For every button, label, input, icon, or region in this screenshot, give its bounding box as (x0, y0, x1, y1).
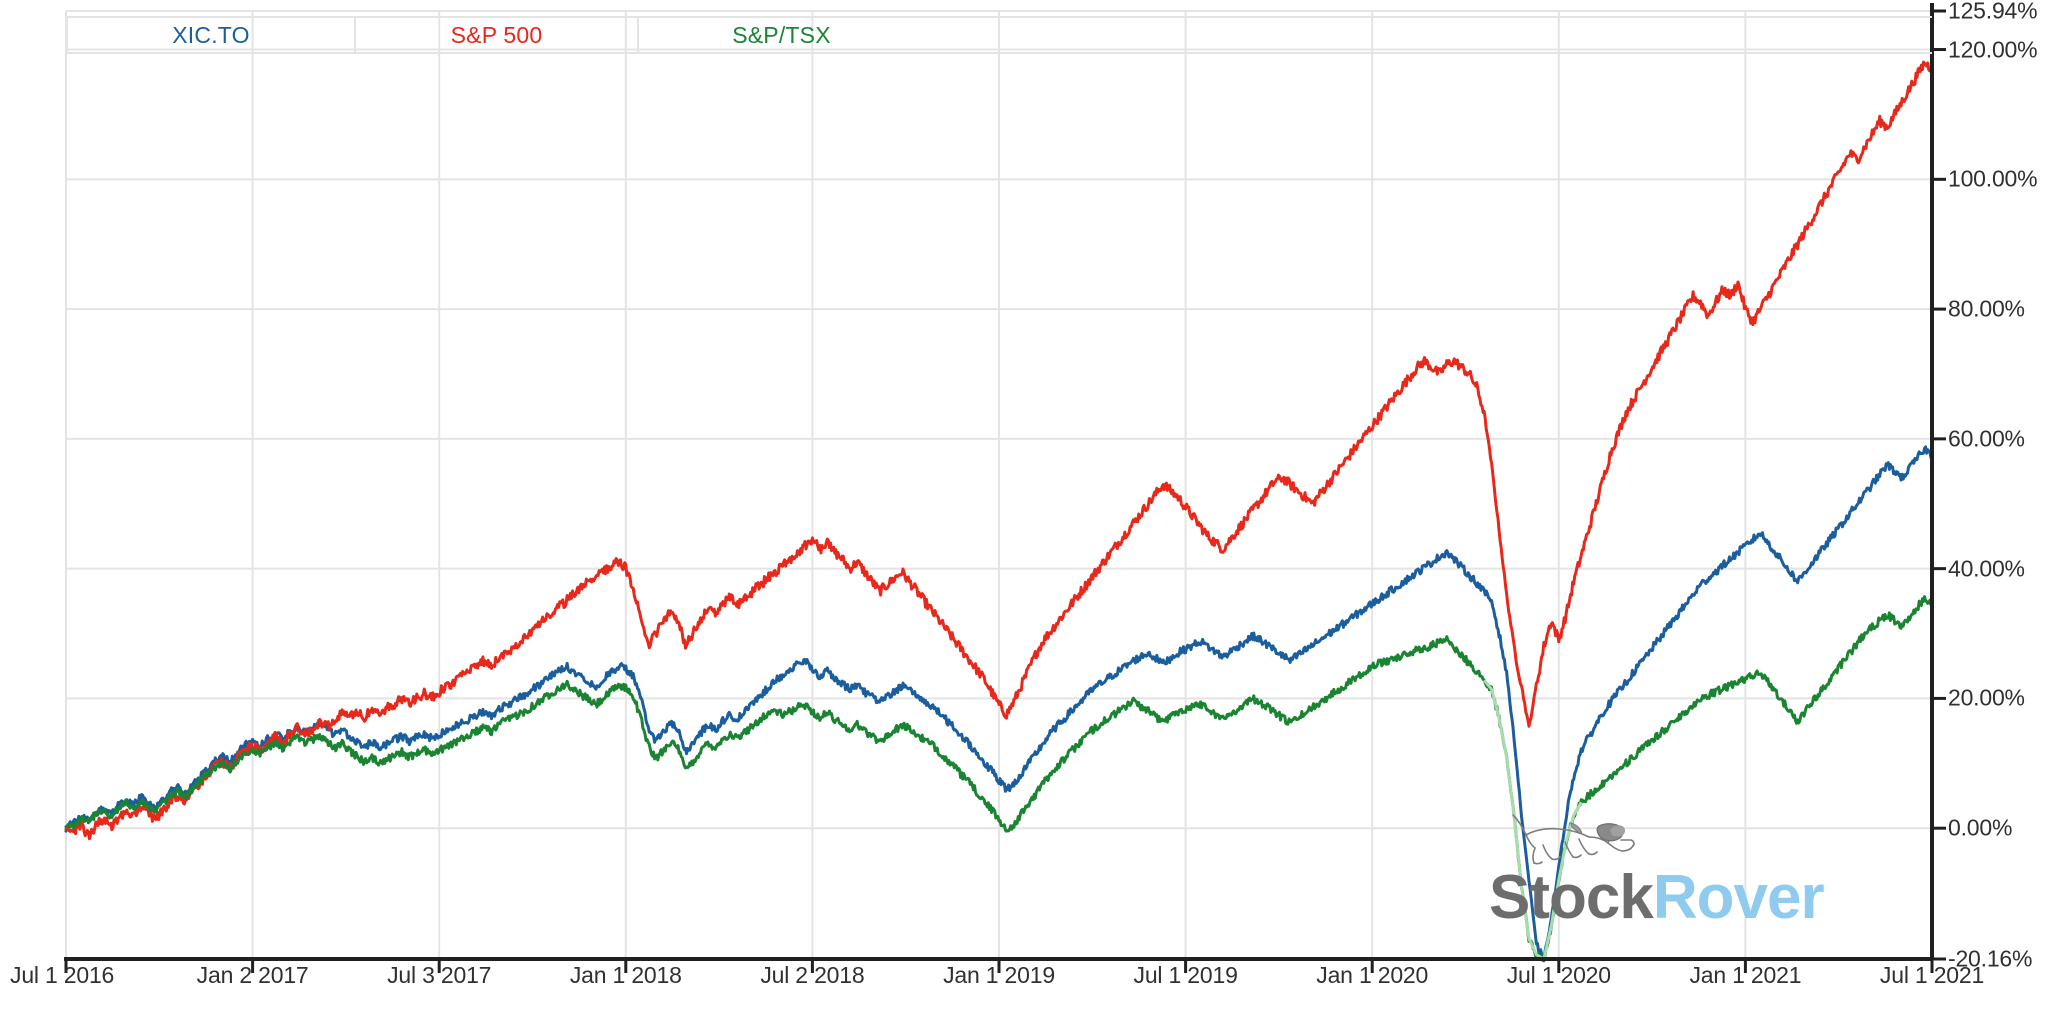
x-axis-tick-label: Jan 1 2018 (569, 962, 682, 988)
legend-item-xic[interactable]: XIC.TO (66, 18, 354, 52)
x-axis-tick-label: Jul 1 2016 (10, 962, 115, 988)
x-axis-tick-label: Jul 1 2020 (1506, 962, 1611, 988)
y-axis-tick-label: 120.00% (1948, 36, 2038, 63)
y-axis-tick-label: 100.00% (1948, 165, 2038, 192)
legend-label-sp500: S&P 500 (450, 21, 543, 48)
y-axis-tick-label: 40.00% (1948, 555, 2025, 582)
legend-item-sp500[interactable]: S&P 500 (354, 18, 637, 52)
y-axis-tick-label: 20.00% (1948, 684, 2025, 711)
x-axis-tick-label: Jul 1 2019 (1133, 962, 1238, 988)
series-line-s-p-tsx (64, 595, 1934, 963)
axis-ticks (64, 9, 1946, 973)
x-axis-tick-label: Jul 3 2017 (387, 962, 492, 988)
y-axis-tick-label: -20.16% (1948, 945, 2033, 972)
series-line-xic-to (64, 445, 1934, 962)
series-line-s-p-500 (64, 60, 1934, 841)
chart-legend: XIC.TO S&P 500 S&P/TSX (66, 16, 1932, 54)
x-axis-tick-label: Jul 2 2018 (760, 962, 865, 988)
x-axis-tick-label: Jan 2 2017 (196, 962, 309, 988)
legend-label-sptsx: S&P/TSX (732, 21, 831, 48)
x-axis-tick-label: Jan 1 2019 (943, 962, 1055, 988)
legend-item-sptsx[interactable]: S&P/TSX (637, 18, 924, 52)
y-axis-tick-label: 80.00% (1948, 295, 2025, 322)
x-axis-tick-label: Jan 1 2021 (1689, 962, 1802, 988)
y-axis-tick-label: 125.94% (1948, 0, 2038, 24)
x-axis-tick-label: Jan 1 2020 (1316, 962, 1429, 988)
x-axis-labels: Jul 1 2016 Jan 2 2017 Jul 3 2017 Jan 1 2018… (0, 962, 2048, 1012)
y-axis-tick-label: 0.00% (1948, 814, 2013, 841)
y-axis-labels: 125.94% 120.00% 100.00% 80.00% 60.00% 40.00% 2… (1948, 0, 2048, 1018)
grid-lines (65, 10, 1933, 959)
y-axis-tick-label: 60.00% (1948, 425, 2025, 452)
legend-label-xic: XIC.TO (172, 21, 250, 48)
x-axis-tick-label: Jul 1 2021 (1879, 962, 1985, 988)
